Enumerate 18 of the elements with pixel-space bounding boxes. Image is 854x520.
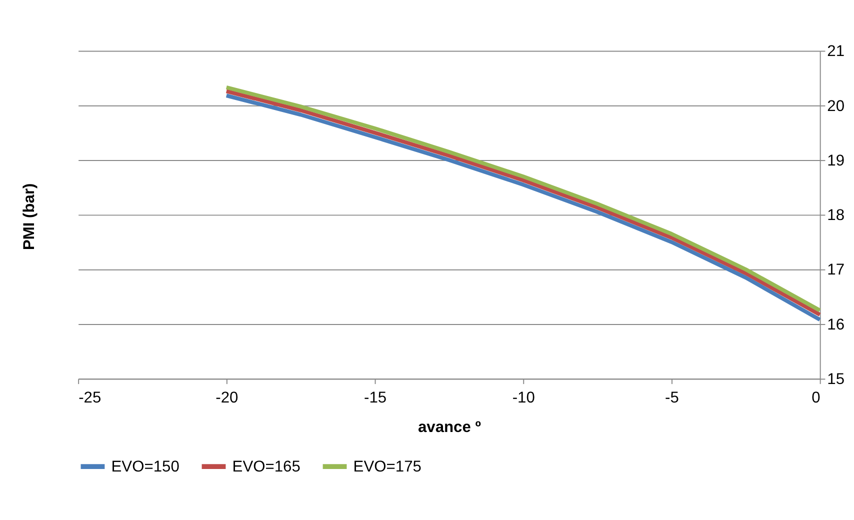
x-axis-title: avance º <box>418 418 482 436</box>
y-tick-label: 20 <box>827 98 845 115</box>
x-tick-label: -15 <box>364 390 387 407</box>
y-axis-title: PMI (bar) <box>21 183 38 250</box>
legend-label: EVO=150 <box>111 458 180 476</box>
y-tick-label: 15 <box>827 371 845 388</box>
legend-label: EVO=175 <box>353 458 422 476</box>
x-tick-label: -25 <box>78 390 102 407</box>
x-tick-label: 0 <box>812 390 821 407</box>
legend-label: EVO=165 <box>232 458 301 476</box>
y-tick-label: 17 <box>827 262 845 279</box>
y-tick-label: 18 <box>827 207 845 224</box>
x-tick-label: -10 <box>512 390 536 407</box>
y-tick-label: 19 <box>827 152 845 170</box>
y-tick-label: 16 <box>827 316 845 334</box>
x-tick-label: -20 <box>216 390 239 407</box>
x-tick-label: -5 <box>665 390 680 407</box>
y-tick-label: 21 <box>827 43 845 60</box>
